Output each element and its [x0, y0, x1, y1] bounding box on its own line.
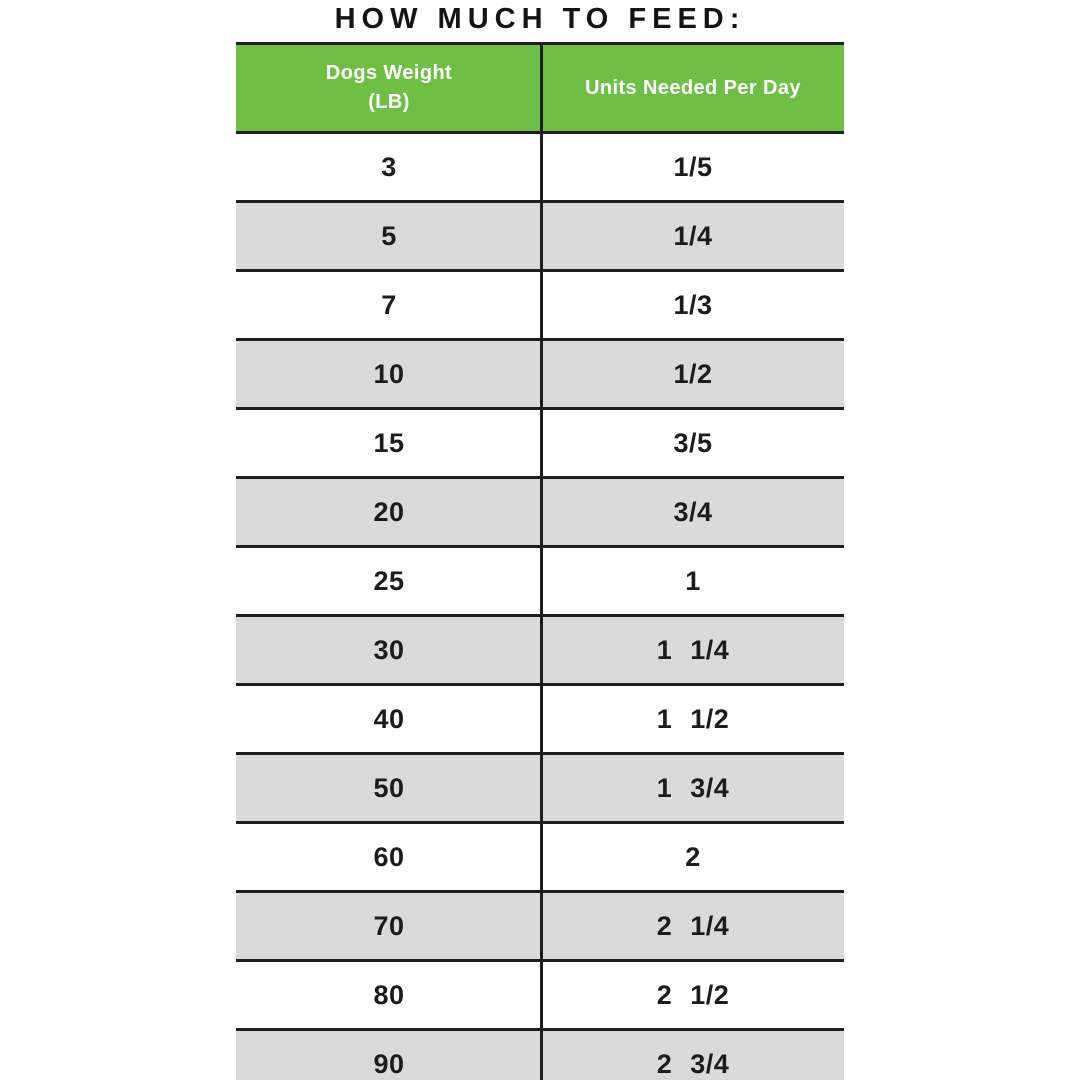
weight-cell: 70	[373, 910, 405, 941]
feeding-table: Dogs Weight (LB) Units Needed Per Day 3 …	[236, 42, 844, 1080]
units-cell: 1 1/2	[656, 703, 730, 734]
weight-cell: 5	[381, 220, 397, 251]
units-cell: 2 1/2	[656, 979, 730, 1010]
header-units-per-day: Units Needed Per Day	[585, 74, 801, 103]
weight-cell: 90	[373, 1048, 405, 1079]
header-units-per-day-label: Units Needed Per Day	[585, 76, 801, 99]
header-dogs-weight-line1: Dogs Weight	[325, 62, 453, 84]
units-cell: 3/4	[673, 496, 713, 527]
column-divider-line	[540, 42, 543, 1080]
units-cell: 1 1/4	[656, 634, 730, 665]
weight-cell: 7	[381, 289, 397, 320]
weight-cell: 10	[373, 358, 405, 389]
header-dogs-weight-line2: (LB)	[368, 91, 410, 113]
weight-cell: 30	[373, 634, 405, 665]
page-title: HOW MUCH TO FEED:	[334, 3, 746, 35]
weight-cell: 15	[373, 427, 405, 458]
weight-cell: 80	[373, 979, 405, 1010]
header-dogs-weight: Dogs Weight (LB)	[326, 59, 452, 117]
units-cell: 1/5	[673, 151, 713, 182]
units-cell: 2	[685, 841, 701, 872]
weight-cell: 3	[381, 151, 397, 182]
units-cell: 1/2	[673, 358, 713, 389]
weight-cell: 50	[373, 772, 405, 803]
weight-cell: 25	[373, 565, 405, 596]
units-cell: 1	[685, 565, 701, 596]
units-cell: 3/5	[673, 427, 713, 458]
weight-cell: 40	[373, 703, 405, 734]
units-cell: 1/3	[673, 289, 713, 320]
units-cell: 2 3/4	[656, 1048, 730, 1079]
units-cell: 1 3/4	[656, 772, 730, 803]
weight-cell: 60	[373, 841, 405, 872]
units-cell: 1/4	[673, 220, 713, 251]
weight-cell: 20	[373, 496, 405, 527]
units-cell: 2 1/4	[656, 910, 730, 941]
